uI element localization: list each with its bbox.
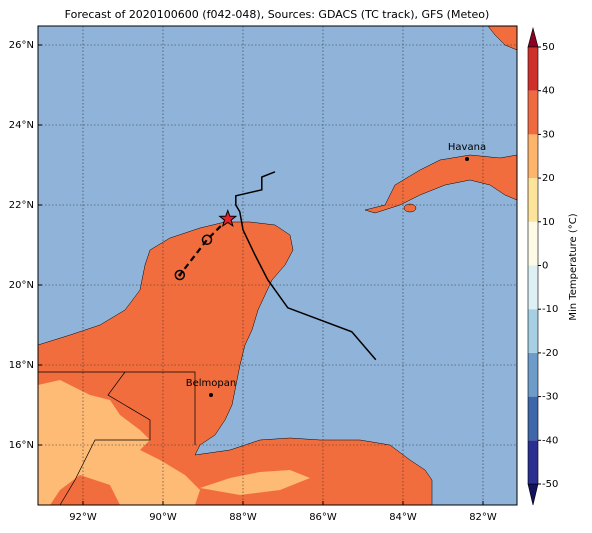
colorbar-tick-label: -20	[542, 348, 558, 359]
y-tick-label: 18°N	[9, 360, 34, 371]
storm-position	[218, 209, 238, 228]
y-tick-label: 20°N	[9, 280, 34, 291]
forecast-dot	[178, 273, 182, 277]
city-dot	[465, 157, 469, 161]
forecast-point	[201, 234, 213, 246]
grid	[38, 26, 517, 505]
city-label: Belmopan	[186, 378, 236, 389]
colorbar-tick-label: 0	[542, 261, 548, 272]
city-label: Havana	[448, 142, 486, 153]
colorbar-tick-label: -10	[542, 304, 558, 315]
colorbar-tick-label: 40	[542, 86, 555, 97]
city-dot	[209, 393, 213, 397]
y-tick-label: 24°N	[9, 120, 34, 131]
colorbar-tick-label: 50	[542, 42, 555, 53]
map-title: Forecast of 2020100600 (f042-048), Sourc…	[65, 8, 490, 21]
colorbar-segment	[528, 47, 538, 91]
y-tick-label: 16°N	[9, 440, 34, 451]
forecast-point	[174, 269, 186, 281]
colorbar-segment	[528, 134, 538, 179]
colorbar-label: Min Temperature (°C)	[568, 213, 579, 320]
colorbar-tick-label: 10	[542, 217, 555, 228]
overlay: Havana Belmopan	[174, 142, 486, 397]
colorbar-segment	[528, 440, 538, 484]
map-frame	[37, 25, 518, 506]
x-tick-label: 82°W	[469, 512, 497, 523]
colorbar-over	[527, 26, 539, 48]
x-tick-label: 88°W	[229, 512, 257, 523]
colorbar-segment	[528, 265, 538, 310]
colorbar-segment	[528, 90, 538, 135]
colorbar-tick-label: -40	[542, 435, 558, 446]
y-tick-label: 26°N	[9, 40, 34, 51]
colorbar-segment	[528, 352, 538, 397]
colorbar-segment	[528, 309, 538, 353]
x-tick-label: 84°W	[389, 512, 417, 523]
x-tick-label: 90°W	[149, 512, 177, 523]
colorbar-tick-label: -50	[542, 479, 558, 490]
colorbar-segment	[528, 221, 538, 266]
colorbar-tick-label: 30	[542, 129, 555, 140]
track-line	[235, 171, 377, 361]
y-tick-label: 22°N	[9, 200, 34, 211]
colorbar-tick-label: 20	[542, 173, 555, 184]
x-tick-label: 86°W	[309, 512, 337, 523]
x-tick-label: 92°W	[69, 512, 97, 523]
colorbar-segment	[528, 178, 538, 222]
colorbar-under	[527, 483, 539, 506]
colorbar-tick-label: -30	[542, 392, 558, 403]
colorbar-segment	[528, 396, 538, 441]
